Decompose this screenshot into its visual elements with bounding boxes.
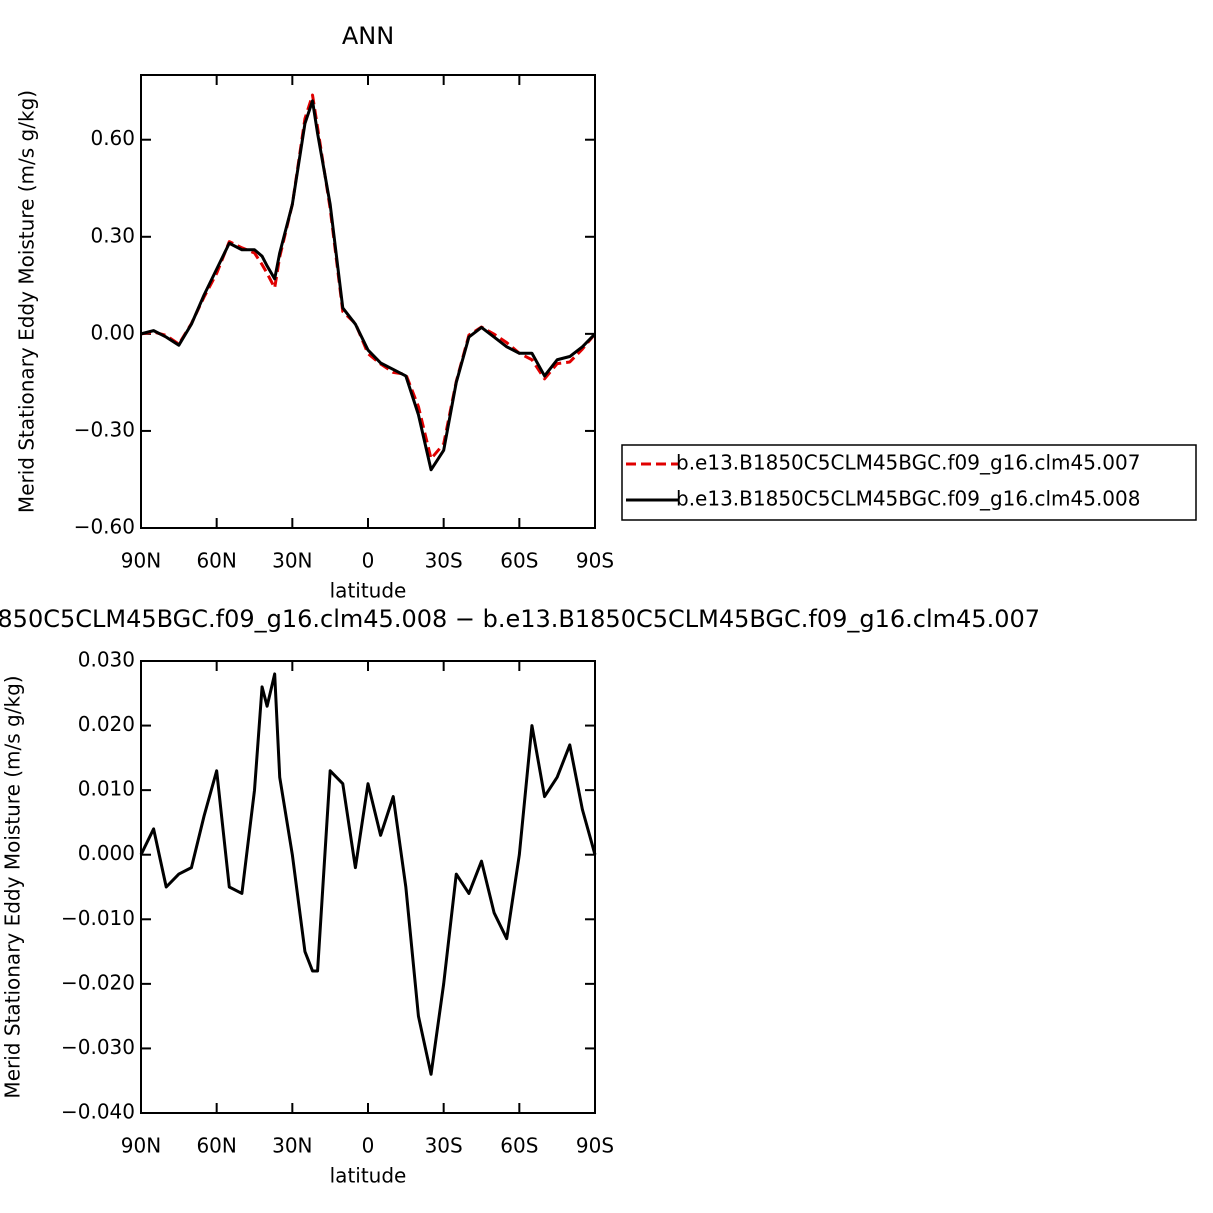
legend-box (621, 444, 1197, 521)
y-tick-label: −0.020 (61, 970, 135, 994)
x-tick-label: 60S (500, 1134, 538, 1158)
y-axis-label: Merid Stationary Eddy Moisture (m/s g/kg… (1, 675, 25, 1098)
plot-frame (140, 660, 596, 1114)
x-tick-label: 30S (425, 549, 463, 573)
x-tick-label: 30S (425, 1134, 463, 1158)
x-axis-label: latitude (330, 579, 407, 603)
x-tick-label: 90S (576, 549, 614, 573)
data-line (140, 99, 597, 472)
x-tick-label: 60N (196, 1134, 236, 1158)
x-axis-label: latitude (330, 1164, 407, 1188)
y-tick-label: 0.010 (78, 777, 135, 801)
x-tick-label: 0 (362, 1134, 375, 1158)
y-tick-label: −0.010 (61, 906, 135, 930)
x-tick-label: 90N (121, 549, 161, 573)
y-tick-label: 0.020 (78, 712, 135, 736)
data-line (140, 93, 597, 461)
y-tick-label: 0.000 (78, 841, 135, 865)
x-tick-label: 90N (121, 1134, 161, 1158)
chart-title: ANN (342, 22, 394, 50)
y-tick-label: 0.60 (90, 126, 135, 150)
y-tick-label: 0.00 (90, 320, 135, 344)
x-tick-label: 60N (196, 549, 236, 573)
y-tick-label: 0.30 (90, 223, 135, 247)
x-tick-label: 30N (272, 549, 312, 573)
x-tick-label: 0 (362, 549, 375, 573)
y-tick-label: −0.030 (61, 1035, 135, 1059)
y-tick-label: 0.030 (78, 648, 135, 672)
y-tick-label: −0.60 (74, 515, 135, 539)
chart-title: b.e13.B1850C5CLM45BGC.f09_g16.clm45.008 … (0, 605, 1040, 633)
data-line (139, 672, 597, 1076)
legend-label: b.e13.B1850C5CLM45BGC.f09_g16.clm45.008 (676, 487, 1140, 511)
plot-frame (140, 74, 596, 529)
x-tick-label: 90S (576, 1134, 614, 1158)
legend-label: b.e13.B1850C5CLM45BGC.f09_g16.clm45.007 (676, 451, 1140, 475)
y-axis-label: Merid Stationary Eddy Moisture (m/s g/kg… (15, 90, 39, 513)
y-tick-label: −0.040 (61, 1100, 135, 1124)
x-tick-label: 60S (500, 549, 538, 573)
y-tick-label: −0.30 (74, 417, 135, 441)
x-tick-label: 30N (272, 1134, 312, 1158)
